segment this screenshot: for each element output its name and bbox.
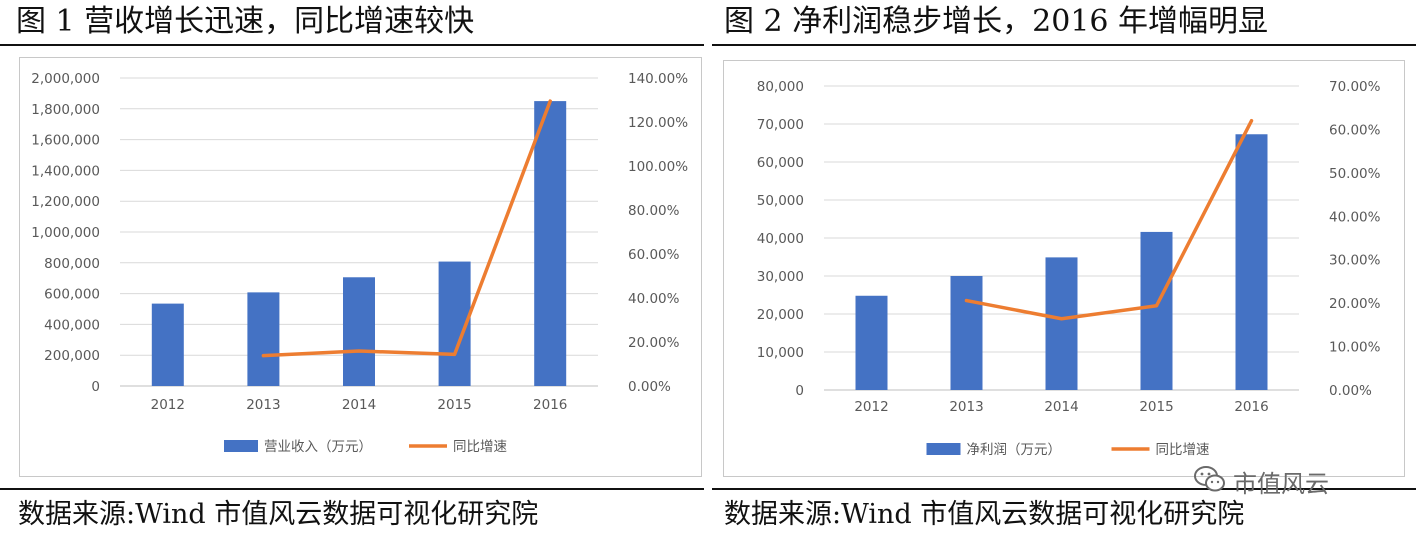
right-axis-tick-label: 10.00% bbox=[1329, 340, 1381, 356]
legend-line-label: 同比增速 bbox=[1156, 442, 1210, 458]
left-axis-tick-label: 600,000 bbox=[44, 287, 100, 303]
figure-2-chart: 0 10,000 20,000 30,000 40,000 50,000 60,000 70,… bbox=[757, 79, 1381, 458]
growth-point bbox=[965, 299, 968, 303]
left-axis-tick-label: 800,000 bbox=[44, 256, 100, 272]
bar bbox=[1045, 257, 1078, 390]
bar bbox=[247, 292, 280, 386]
growth-point bbox=[1250, 119, 1253, 123]
category-label: 2014 bbox=[1044, 399, 1078, 415]
bar bbox=[950, 276, 983, 390]
figure-1-title: 图 1 营收增长迅速，同比增速较快 bbox=[16, 4, 475, 39]
right-axis-tick-label: 20.00% bbox=[1329, 296, 1381, 312]
category-label: 2016 bbox=[533, 397, 567, 413]
left-axis-tick-label: 1,000,000 bbox=[31, 225, 100, 241]
left-axis-tick-label: 1,600,000 bbox=[31, 133, 100, 149]
figure-1-chart: 0 200,000 400,000 600,000 800,000 1,000,000 1,… bbox=[31, 71, 688, 455]
bar bbox=[1235, 134, 1268, 390]
left-axis-tick-label: 30,000 bbox=[757, 269, 804, 285]
left-axis-tick-label: 50,000 bbox=[757, 193, 804, 209]
category-label: 2016 bbox=[1234, 399, 1268, 415]
left-axis-tick-label: 70,000 bbox=[757, 117, 804, 133]
right-axis-tick-label: 0.00% bbox=[1329, 383, 1372, 399]
category-label: 2013 bbox=[949, 399, 983, 415]
figure-2-source-rule bbox=[712, 488, 1416, 490]
left-axis-tick-label: 40,000 bbox=[757, 231, 804, 247]
growth-point bbox=[1155, 304, 1158, 308]
legend-line-label: 同比增速 bbox=[453, 439, 507, 455]
bar bbox=[534, 101, 567, 386]
growth-point bbox=[1060, 317, 1063, 321]
right-axis-tick-label: 70.00% bbox=[1329, 79, 1381, 95]
right-axis-tick-label: 60.00% bbox=[628, 247, 680, 263]
left-axis-tick-label: 0 bbox=[91, 379, 100, 395]
category-label: 2015 bbox=[437, 397, 471, 413]
right-axis-tick-label: 40.00% bbox=[1329, 209, 1381, 225]
bar bbox=[1140, 231, 1173, 390]
growth-point bbox=[453, 352, 457, 356]
growth-line bbox=[261, 99, 552, 358]
left-axis-tick-label: 1,400,000 bbox=[31, 163, 100, 179]
figure-2-title: 图 2 净利润稳步增长，2016 年增幅明显 bbox=[724, 4, 1269, 39]
right-axis-tick-label: 20.00% bbox=[628, 335, 680, 351]
bar bbox=[855, 295, 888, 390]
watermark: 市值风云 bbox=[1193, 465, 1329, 498]
category-label: 2014 bbox=[342, 397, 376, 413]
left-axis-tick-label: 60,000 bbox=[757, 155, 804, 171]
figure-1-source: 数据来源:Wind 市值风云数据可视化研究院 bbox=[18, 499, 539, 530]
legend-bar-swatch bbox=[926, 443, 961, 455]
right-axis-tick-label: 120.00% bbox=[628, 115, 688, 131]
watermark-text: 市值风云 bbox=[1233, 469, 1329, 498]
right-axis-tick-label: 50.00% bbox=[1329, 166, 1381, 182]
legend-bar-label: 净利润（万元） bbox=[967, 442, 1062, 458]
category-label: 2013 bbox=[246, 397, 280, 413]
figure-2-title-rule bbox=[712, 44, 1416, 46]
legend-bar-swatch bbox=[224, 440, 258, 452]
bar bbox=[151, 303, 184, 386]
right-axis-tick-label: 80.00% bbox=[628, 203, 680, 219]
growth-point bbox=[261, 354, 265, 358]
left-axis-tick-label: 1,800,000 bbox=[31, 102, 100, 118]
growth-point bbox=[548, 99, 552, 103]
figure-1-chart-frame bbox=[19, 57, 702, 477]
right-axis-tick-label: 30.00% bbox=[1329, 253, 1381, 269]
right-axis-tick-label: 60.00% bbox=[1329, 122, 1381, 138]
category-label: 2012 bbox=[854, 399, 888, 415]
category-label: 2015 bbox=[1139, 399, 1173, 415]
left-axis-tick-label: 1,200,000 bbox=[31, 194, 100, 210]
right-axis-tick-label: 140.00% bbox=[628, 71, 688, 87]
growth-point bbox=[357, 349, 361, 353]
left-axis-tick-label: 10,000 bbox=[757, 345, 804, 361]
figure-2-source: 数据来源:Wind 市值风云数据可视化研究院 bbox=[724, 499, 1245, 530]
left-axis-tick-label: 200,000 bbox=[44, 348, 100, 364]
figure-1-title-rule bbox=[0, 44, 704, 46]
left-axis-tick-label: 0 bbox=[795, 383, 804, 399]
figure-1-source-rule bbox=[0, 488, 704, 490]
growth-line bbox=[964, 118, 1254, 321]
legend-bar-label: 营业收入（万元） bbox=[264, 439, 372, 455]
right-axis-tick-label: 40.00% bbox=[628, 291, 680, 307]
left-axis-tick-label: 80,000 bbox=[757, 79, 804, 95]
right-axis-tick-label: 0.00% bbox=[628, 379, 671, 395]
left-axis-tick-label: 2,000,000 bbox=[31, 71, 100, 87]
left-axis-tick-label: 20,000 bbox=[757, 307, 804, 323]
left-axis-tick-label: 400,000 bbox=[44, 317, 100, 333]
bar bbox=[343, 277, 375, 386]
category-label: 2012 bbox=[151, 397, 185, 413]
right-axis-tick-label: 100.00% bbox=[628, 159, 688, 175]
wechat-icon bbox=[1193, 465, 1227, 497]
